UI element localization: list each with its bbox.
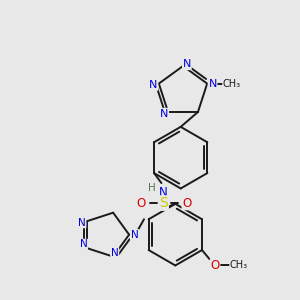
Text: O: O	[182, 196, 191, 210]
Text: N: N	[208, 79, 217, 88]
Text: H: H	[148, 183, 156, 193]
Text: N: N	[160, 109, 168, 118]
Text: O: O	[136, 196, 145, 210]
Text: O: O	[210, 259, 220, 272]
Text: N: N	[111, 248, 119, 258]
Text: N: N	[130, 230, 138, 240]
Text: CH₃: CH₃	[223, 79, 241, 88]
Text: N: N	[78, 218, 86, 228]
Text: CH₃: CH₃	[230, 260, 248, 271]
Text: N: N	[80, 239, 87, 249]
Text: N: N	[159, 186, 167, 199]
Text: N: N	[183, 59, 191, 70]
Text: S: S	[159, 196, 168, 210]
Text: N: N	[149, 80, 158, 90]
